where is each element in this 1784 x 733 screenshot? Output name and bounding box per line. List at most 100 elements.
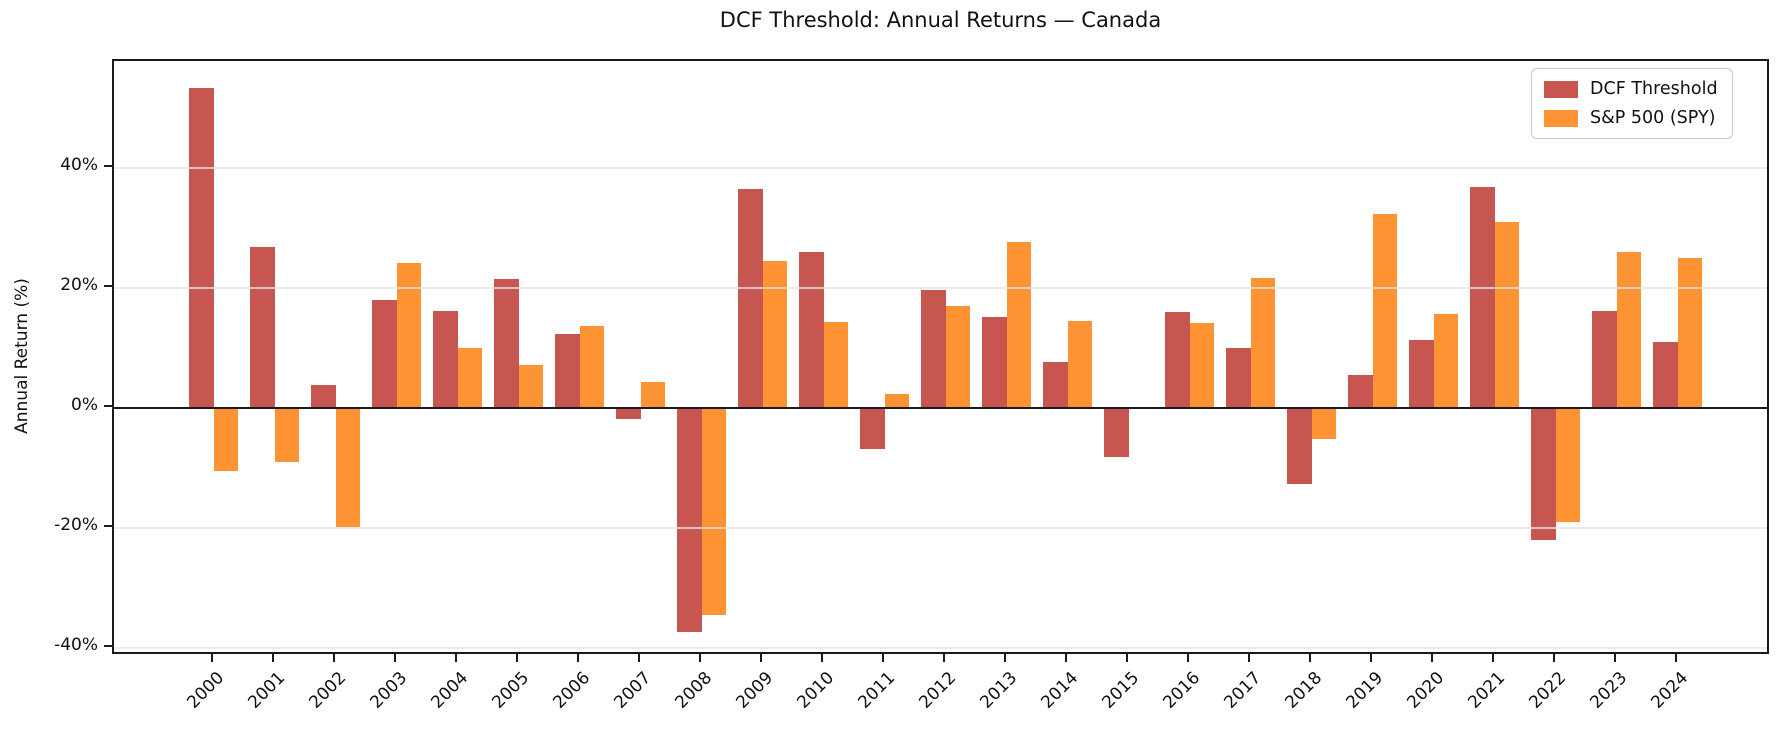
bar-2009-spy [762, 260, 788, 408]
bar-2024-spy [1677, 257, 1703, 408]
bar-2001-spy [274, 408, 300, 463]
y-tick-mark [104, 284, 112, 287]
bar-2023-spy [1616, 252, 1642, 408]
bar-2006-dcf [555, 334, 580, 408]
bar-2007-dcf [616, 408, 641, 420]
legend-swatch-icon [1544, 80, 1578, 98]
bar-2018-spy [1311, 408, 1337, 440]
bar-2002-dcf [311, 385, 336, 408]
x-tick-mark [1186, 654, 1189, 662]
chart-title: DCF Threshold: Annual Returns — Canada [719, 8, 1162, 32]
bar-2012-spy [945, 305, 971, 408]
x-tick-mark [1552, 654, 1555, 662]
bar-2013-dcf [982, 316, 1007, 408]
x-tick-mark [942, 654, 945, 662]
y-tick-mark [104, 645, 112, 648]
y-tick-label: -20% [54, 515, 98, 536]
bar-2015-dcf [1104, 408, 1129, 457]
gridline [114, 647, 1767, 650]
bar-2008-spy [701, 408, 727, 615]
bar-2013-spy [1006, 242, 1032, 408]
bar-2016-spy [1189, 322, 1215, 408]
bar-2022-dcf [1531, 408, 1556, 540]
bar-2024-dcf [1653, 342, 1678, 408]
x-tick-mark [393, 654, 396, 662]
x-tick-mark [271, 654, 274, 662]
bar-2020-dcf [1409, 340, 1434, 408]
x-tick-mark [820, 654, 823, 662]
bar-2021-dcf [1470, 186, 1495, 408]
legend-label: DCF Threshold [1590, 79, 1718, 99]
bar-2004-dcf [433, 311, 458, 408]
bar-2017-dcf [1226, 347, 1251, 408]
bar-2002-spy [335, 408, 361, 527]
x-tick-mark [1247, 654, 1250, 662]
x-tick-mark [1491, 654, 1494, 662]
x-tick-mark [1003, 654, 1006, 662]
bar-2010-spy [823, 322, 849, 408]
x-tick-mark [576, 654, 579, 662]
y-tick-label: 40% [60, 154, 98, 175]
bar-2012-dcf [921, 290, 946, 408]
y-tick-label: 0% [71, 395, 98, 415]
bar-2003-spy [396, 263, 422, 408]
bar-2023-dcf [1592, 311, 1617, 408]
x-tick-mark [515, 654, 518, 662]
bar-2011-spy [884, 394, 910, 408]
gridline [114, 527, 1767, 530]
bar-2017-spy [1250, 278, 1276, 408]
bar-2000-dcf [189, 88, 214, 408]
bar-2009-dcf [738, 189, 763, 408]
x-tick-mark [759, 654, 762, 662]
y-tick-mark [104, 405, 112, 407]
bar-2004-spy [457, 347, 483, 408]
x-tick-mark [1125, 654, 1128, 662]
x-tick-mark [454, 654, 457, 662]
x-tick-mark [637, 654, 640, 662]
bar-2005-dcf [494, 279, 519, 408]
y-tick-mark [104, 164, 112, 167]
zero-axis-line [114, 407, 1767, 409]
x-tick-mark [1308, 654, 1311, 662]
bar-2011-dcf [860, 408, 885, 450]
y-tick-label: 20% [60, 274, 98, 295]
x-tick-mark [881, 654, 884, 662]
bar-2005-spy [518, 365, 544, 408]
legend-label: S&P 500 (SPY) [1590, 108, 1716, 128]
x-tick-label-2000: 2000 [183, 668, 228, 713]
legend-entry: DCF Threshold [1544, 79, 1718, 99]
y-tick-label: -40% [54, 635, 98, 656]
x-tick-mark [1674, 654, 1677, 662]
bar-2020-spy [1433, 314, 1459, 408]
bar-2000-spy [213, 408, 239, 471]
x-tick-mark [1064, 654, 1067, 662]
x-tick-mark [1613, 654, 1616, 662]
x-tick-mark [332, 654, 335, 662]
legend-swatch-icon [1544, 109, 1578, 127]
bar-2019-spy [1372, 214, 1398, 408]
bar-2022-spy [1555, 408, 1581, 522]
bar-2003-dcf [372, 299, 397, 408]
bar-2018-dcf [1287, 408, 1312, 484]
bar-2019-dcf [1348, 374, 1373, 408]
legend-entry: S&P 500 (SPY) [1544, 108, 1718, 128]
bar-2014-dcf [1043, 362, 1068, 408]
gridline [114, 286, 1767, 289]
gridline [114, 166, 1767, 169]
x-tick-mark [210, 654, 213, 662]
plot-area [112, 59, 1769, 654]
bar-2014-spy [1067, 321, 1093, 408]
y-tick-mark [104, 525, 112, 528]
bar-2001-dcf [250, 246, 275, 408]
legend: DCF Threshold S&P 500 (SPY) [1531, 68, 1733, 139]
bar-2021-spy [1494, 221, 1520, 408]
bar-2010-dcf [799, 252, 824, 408]
bar-2006-spy [579, 326, 605, 408]
bar-2016-dcf [1165, 312, 1190, 408]
x-tick-mark [698, 654, 701, 662]
bar-2008-dcf [677, 408, 702, 632]
x-tick-mark [1369, 654, 1372, 662]
x-tick-mark [1430, 654, 1433, 662]
bar-2007-spy [640, 382, 666, 408]
